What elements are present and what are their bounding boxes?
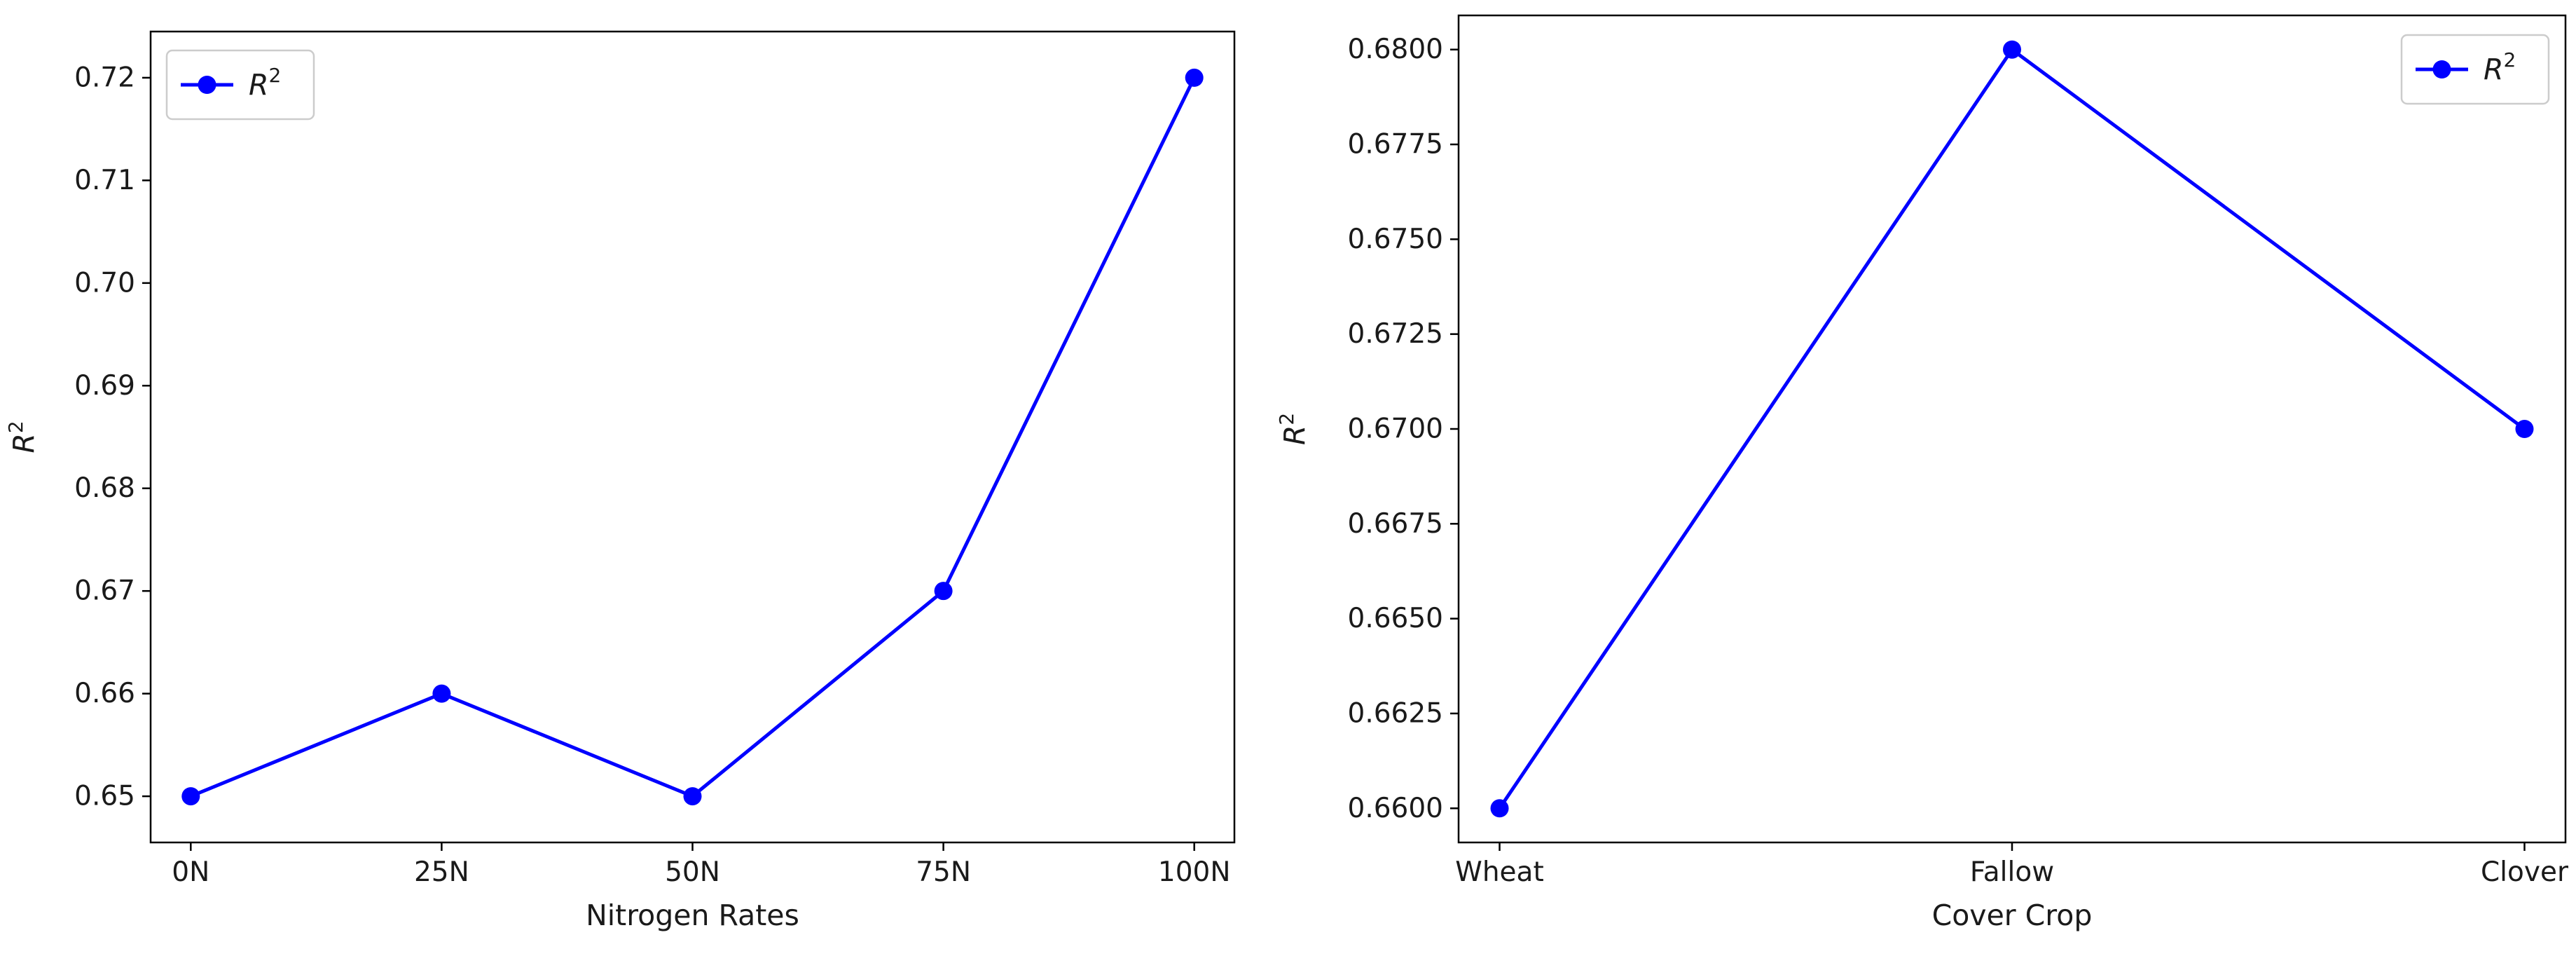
legend-box — [2400, 34, 2550, 105]
plot-frame — [149, 30, 1236, 844]
x-tick-label: Fallow — [1970, 856, 2054, 888]
data-point — [2515, 420, 2534, 438]
x-tick-label: 0N — [172, 856, 209, 888]
y-tick-label: 0.6600 — [1348, 793, 1443, 824]
chart-2: 0.6600 0.6625 0.6650 0.6675 0.6700 0.6725 0.67… — [1275, 14, 2569, 932]
data-point — [432, 684, 451, 703]
legend: R2 — [165, 49, 315, 121]
y-axis-label-sup: 2 — [4, 421, 27, 433]
legend-label: R2 — [249, 64, 281, 102]
y-tick-label: 0.69 — [74, 370, 135, 402]
x-tick-label: 75N — [916, 856, 971, 888]
data-point — [934, 582, 953, 601]
y-tick-label: 0.70 — [74, 267, 135, 299]
y-tick-label: 0.72 — [74, 62, 135, 93]
y-tick-label: 0.65 — [74, 781, 135, 812]
y-tick-label: 0.66 — [74, 678, 135, 709]
legend-label-main: R — [2484, 53, 2504, 86]
x-axis-label: Cover Crop — [1932, 899, 2093, 932]
y-axis-label-main: R — [1278, 425, 1311, 446]
data-point — [1490, 799, 1509, 818]
legend-label-sup: 2 — [2504, 48, 2516, 71]
y-tick-label: 0.6675 — [1348, 508, 1443, 540]
data-point — [181, 787, 200, 806]
y-tick-label: 0.67 — [74, 575, 135, 607]
legend-label-main: R — [249, 68, 269, 102]
y-tick-label: 0.6625 — [1348, 697, 1443, 729]
legend-box — [165, 49, 315, 121]
y-tick-label: 0.6650 — [1348, 603, 1443, 634]
y-tick-label: 0.6775 — [1348, 129, 1443, 161]
x-axis-label: Nitrogen Rates — [586, 899, 799, 932]
plot-frame — [1457, 14, 2567, 844]
y-axis-label: R2 — [1275, 413, 1311, 445]
series-line — [190, 76, 1196, 798]
y-axis-label: R2 — [4, 421, 41, 453]
x-tick-label: 50N — [665, 856, 720, 888]
y-tick-label: 0.6750 — [1348, 224, 1443, 255]
x-tick-label: 25N — [414, 856, 469, 888]
legend: R2 — [2400, 34, 2550, 105]
legend-label-sup: 2 — [269, 64, 282, 87]
y-tick-label: 0.68 — [74, 472, 135, 504]
x-tick-label: Wheat — [1455, 856, 1543, 888]
data-point — [2003, 40, 2021, 59]
x-tick-label: Clover — [2481, 856, 2569, 888]
data-point — [1185, 68, 1204, 87]
y-axis-label-main: R — [7, 433, 41, 453]
y-tick-label: 0.6725 — [1348, 318, 1443, 350]
y-tick-label: 0.6800 — [1348, 34, 1443, 65]
chart-1: 0.65 0.66 0.67 0.68 0.69 0.70 0.71 0.72 0N 25N 50N… — [4, 30, 1236, 932]
y-axis-label-sup: 2 — [1275, 413, 1298, 425]
legend-marker — [2432, 60, 2451, 78]
y-tick-label: 0.71 — [74, 165, 135, 196]
series-line — [1498, 48, 2526, 810]
x-tick-label: 100N — [1158, 856, 1231, 888]
y-tick-label: 0.6700 — [1348, 414, 1443, 445]
data-point — [683, 787, 702, 806]
legend-marker — [198, 76, 216, 94]
legend-label: R2 — [2484, 48, 2516, 86]
